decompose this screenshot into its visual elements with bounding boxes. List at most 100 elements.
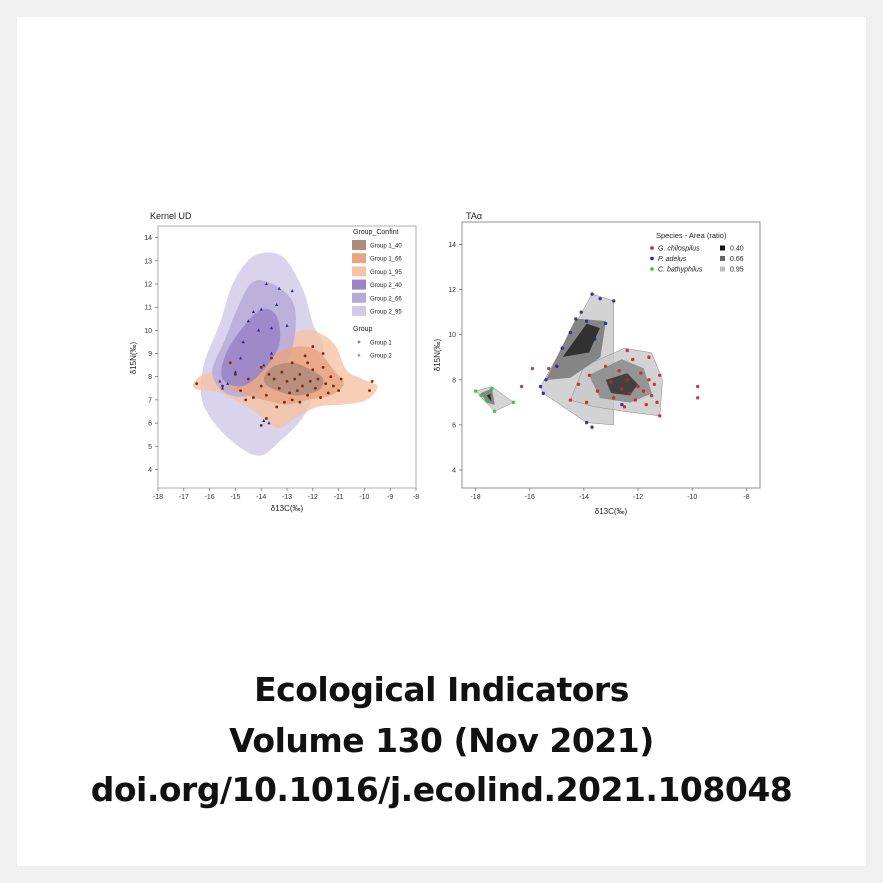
kernel-ud-x-tick-label: -17: [179, 494, 189, 501]
group-1-point: [259, 384, 263, 388]
legend-label: Group 1_95: [370, 270, 402, 276]
c-bathyphilus-point: [473, 389, 478, 393]
legend-triangle-marker: [357, 353, 361, 357]
g-chilospilus-point: [695, 396, 700, 400]
kernel-ud-y-tick-label: 14: [144, 235, 152, 242]
group-2-point: [233, 370, 237, 374]
legend-area-label: 0.95: [730, 267, 744, 274]
p-adelus-point: [598, 296, 602, 301]
legend-area-swatch: [720, 266, 725, 272]
group-2-point: [275, 303, 279, 307]
kernel-ud-x-tick-label: -18: [153, 494, 163, 501]
ta-alpha-x-tick-label: -8: [743, 494, 749, 501]
legend-area-swatch: [720, 245, 725, 251]
p-adelus-point: [620, 402, 624, 407]
group-1-point: [290, 398, 294, 402]
group-1-point: [316, 377, 320, 381]
g-chilospilus-point: [568, 398, 573, 402]
legend-swatch: [352, 240, 366, 250]
kernel-ud-y-tick-label: 10: [144, 328, 152, 335]
group-1-point: [264, 417, 268, 420]
ta-alpha-panel: -18 -16 -14 -12 -10 -8 4 6 8 10 12 14 δ13C(‰) δ15N…: [433, 221, 761, 516]
ta-alpha-x-tick-label: -14: [579, 494, 589, 501]
g-chilospilus-point: [652, 382, 657, 387]
group-1-point: [324, 382, 328, 386]
group-1-point: [303, 354, 307, 358]
p-adelus-point: [590, 425, 594, 429]
kernel-ud-y-tick-label: 7: [148, 397, 152, 404]
ta-alpha-title: TAα: [466, 211, 483, 221]
g-chilospilus-point: [658, 414, 662, 418]
group-1-point: [280, 370, 284, 374]
contour-group-2-40: [221, 308, 281, 387]
kernel-ud-y-ticks: 4 5 6 7 8 9 10 11 12 13 14: [144, 235, 158, 474]
p-adelus-point: [603, 321, 608, 326]
g-chilospilus-point: [609, 380, 613, 384]
kernel-ud-y-label: δ15N(‰): [129, 341, 138, 374]
g-chilospilus-point: [595, 389, 600, 393]
group-2-point: [220, 386, 225, 390]
g-chilospilus-point: [644, 402, 648, 407]
g-chilospilus-point: [587, 373, 592, 377]
g-chilospilus-point: [519, 384, 524, 389]
group-1-point: [246, 377, 250, 381]
ta-alpha-plot-area: [461, 221, 761, 489]
figure-card: [17, 17, 866, 866]
legend-label: Group 2_40: [370, 283, 402, 289]
group-2-point: [246, 319, 250, 323]
g-chilospilus-point: [622, 405, 627, 409]
legend-label: Group 2_66: [370, 296, 402, 302]
group-2-point: [257, 328, 261, 332]
legend-circle-marker: [357, 340, 361, 344]
ta-alpha-y-tick-label: 4: [452, 467, 456, 474]
c-bathyphilus-hull-095: [475, 386, 514, 412]
group-2-point: [277, 286, 281, 290]
legend-swatch: [352, 253, 366, 264]
p-adelus-point: [584, 319, 589, 323]
group-1-point: [370, 379, 374, 383]
ta-alpha-y-tick-label: 6: [452, 422, 456, 429]
kernel-ud-y-tick-label: 6: [148, 421, 152, 428]
ta-alpha-y-ticks: 4 6 8 10 12 14: [448, 242, 462, 474]
g-chilospilus-point: [636, 384, 640, 389]
group-1-point: [290, 361, 294, 365]
p-adelus-hull-040: [561, 323, 601, 358]
group-1-point: [295, 389, 299, 393]
legend-species-label: P. adelus: [658, 256, 687, 263]
group-1-point: [293, 377, 297, 381]
group-1-point: [288, 391, 291, 395]
p-adelus-point: [555, 364, 559, 368]
c-bathyphilus-point: [511, 400, 516, 405]
kernel-ud-x-tick-label: -15: [230, 494, 240, 501]
kernel-ud-legend: Group_Confint Group 1_40 Group 1_66 Group 1…: [352, 229, 402, 360]
g-chilospilus-point: [639, 371, 643, 375]
legend-marker-label: Group 1: [370, 341, 392, 347]
legend-label: Group 1_66: [370, 257, 402, 263]
p-adelus-point: [541, 391, 545, 396]
group-1-point: [283, 400, 286, 404]
group-2-point: [264, 282, 268, 286]
g-chilospilus-point: [625, 348, 629, 353]
group-1-point: [311, 345, 315, 348]
group-2-point: [267, 421, 271, 425]
group-1-point: [321, 352, 325, 355]
g-chilospilus-point: [641, 389, 646, 393]
g-chilospilus-point: [530, 366, 535, 371]
group-1-point: [308, 379, 312, 383]
g-chilospilus-point: [546, 366, 551, 371]
kernel-ud-x-label: δ13C(‰): [271, 504, 304, 513]
legend-title: Species - Area (ratio): [656, 231, 727, 240]
group-1-point: [259, 366, 263, 369]
group-2-point: [285, 323, 289, 327]
group-2-point: [241, 340, 245, 344]
kernel-ud-y-tick-label: 4: [148, 467, 152, 474]
legend-area-swatch: [720, 256, 725, 261]
group-2-point: [259, 307, 263, 311]
legend-swatch: [352, 279, 366, 290]
kernel-ud-y-tick-label: 5: [148, 444, 152, 451]
p-adelus-point: [560, 346, 564, 350]
ta-alpha-y-tick-label: 12: [448, 287, 456, 294]
kernel-ud-y-tick-label: 11: [145, 305, 152, 312]
group-1-point: [368, 389, 371, 393]
journal-name: Ecological Indicators: [254, 670, 629, 709]
